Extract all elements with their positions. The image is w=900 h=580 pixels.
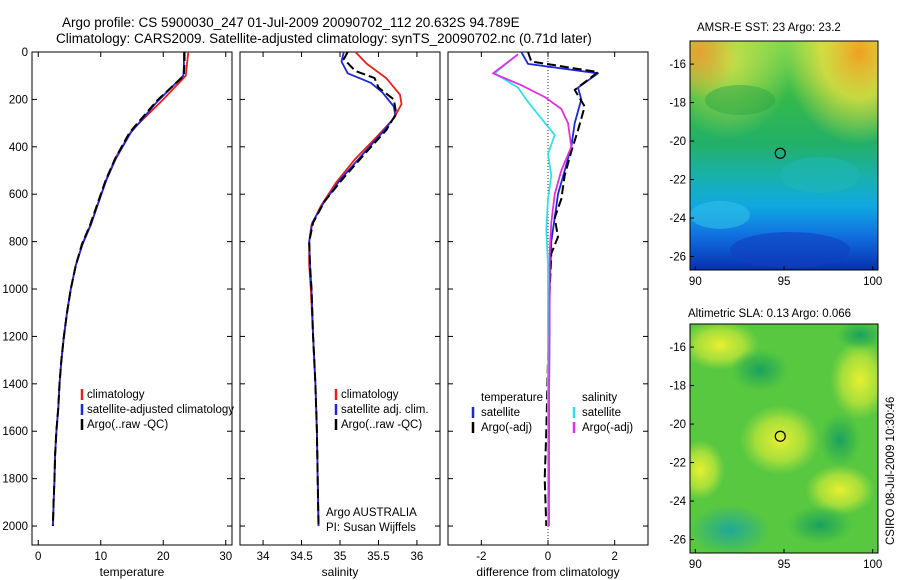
x-tick-label: 2 — [611, 551, 617, 563]
sla-low-patch — [730, 348, 790, 392]
difference-series-1 — [527, 51, 599, 527]
temperature-series-0 — [52, 51, 190, 527]
sla-map: Altimetric SLA: 0.13 Argo: 0.066 90 95 100… — [669, 308, 882, 571]
sst-patch — [730, 232, 850, 268]
salinity-series-0 — [308, 51, 403, 527]
temperature-x-axis-label: temperature — [100, 565, 165, 579]
figure-title-line2: Climatology: CARS2009. Satellite-adjuste… — [56, 31, 592, 46]
map-x-tick-label: 90 — [689, 559, 702, 571]
temperature-series-2 — [51, 52, 186, 527]
difference-panel: -2 0 2 difference from climatology temperatu… — [447, 51, 649, 579]
argo-annotation: PI: Susan Wijffels — [326, 522, 416, 534]
salinity-series-2 — [308, 51, 398, 527]
map-y-tick-label: -24 — [669, 496, 686, 508]
map-y-tick-label: -16 — [669, 59, 686, 71]
credit-text: CSIRO 08-Jul-2009 10:30:46 — [885, 397, 897, 545]
map-x-tick-label: 95 — [778, 276, 791, 288]
legend-header-salinity: salinity — [582, 392, 617, 404]
difference-series-0 — [520, 51, 599, 527]
map-y-tick-label: -16 — [669, 342, 686, 354]
y-tick-label: 1800 — [2, 474, 28, 486]
sst-patch — [780, 157, 860, 193]
salinity-series-1 — [308, 51, 397, 527]
temperature-series-1 — [52, 52, 185, 527]
legend-label: satellite — [481, 407, 520, 419]
y-tick-label: 200 — [9, 94, 28, 106]
legend-header-temperature: temperature — [481, 392, 543, 404]
legend-label: satellite — [582, 407, 621, 419]
difference-series-2 — [493, 56, 556, 526]
y-tick-label: 2000 — [2, 521, 28, 533]
profile-location-marker — [774, 147, 786, 159]
map-y-tick-label: -22 — [669, 458, 686, 470]
argo-annotation: Argo AUSTRALIA — [326, 507, 417, 519]
difference-series-3 — [492, 53, 573, 526]
map-y-tick-label: -18 — [669, 381, 686, 393]
legend-label: Argo(-adj) — [481, 422, 532, 434]
legend-label: climatology — [341, 389, 399, 401]
y-tick-label: 1000 — [2, 284, 28, 296]
difference-x-axis-label: difference from climatology — [476, 565, 619, 579]
legend-label: Argo(-adj) — [582, 422, 633, 434]
x-tick-label: 10 — [94, 551, 107, 563]
legend-label: Argo(..raw -QC) — [341, 419, 422, 431]
sst-hot-left-region — [690, 41, 878, 270]
salinity-panel: 34 34.5 35 35.5 36 salinity climatology satelli… — [239, 51, 441, 579]
salinity-axes-frame — [239, 51, 441, 546]
map-x-tick-label: 95 — [778, 559, 791, 571]
x-tick-label: 34 — [257, 551, 270, 563]
sla-low-patch — [690, 505, 770, 553]
legend-label: climatology — [87, 389, 145, 401]
map-y-tick-label: -26 — [669, 535, 686, 547]
sla-map-title: Altimetric SLA: 0.13 Argo: 0.066 — [688, 308, 851, 320]
sst-patch — [690, 201, 750, 229]
x-tick-label: 35 — [334, 551, 347, 563]
map-x-tick-label: 90 — [689, 276, 702, 288]
y-tick-label: 0 — [22, 47, 28, 59]
sla-low-patch — [818, 412, 862, 468]
map-y-tick-label: -24 — [669, 213, 686, 225]
sla-high-patch — [830, 340, 878, 420]
sla-high-patch — [740, 405, 820, 475]
salinity-x-axis-label: salinity — [322, 565, 359, 579]
x-tick-label: -2 — [476, 551, 486, 563]
sst-map-title: AMSR-E SST: 23 Argo: 23.2 — [697, 22, 841, 34]
legend-label: Argo(..raw -QC) — [87, 419, 168, 431]
y-tick-label: 1200 — [2, 331, 28, 343]
sst-patch — [705, 85, 775, 115]
x-tick-label: 34.5 — [290, 551, 312, 563]
map-x-tick-label: 100 — [863, 559, 882, 571]
map-y-tick-label: -26 — [669, 252, 686, 264]
sst-map: AMSR-E SST: 23 Argo: 23.2 90 95 100 -16 -18 -… — [669, 22, 882, 288]
map-y-tick-label: -20 — [669, 136, 686, 148]
map-y-tick-label: -18 — [669, 98, 686, 110]
y-tick-label: 400 — [9, 142, 28, 154]
x-tick-label: 36 — [411, 551, 424, 563]
legend-label: satellite adj. clim. — [341, 404, 429, 416]
map-x-tick-label: 100 — [863, 276, 882, 288]
x-tick-label: 0 — [35, 551, 41, 563]
x-tick-label: 0 — [545, 551, 551, 563]
x-tick-label: 30 — [219, 551, 232, 563]
figure-title-line1: Argo profile: CS 5900030_247 01-Jul-2009… — [62, 15, 520, 30]
sla-low-patch — [785, 505, 855, 545]
x-tick-label: 35.5 — [367, 551, 389, 563]
legend-label: satellite-adjusted climatology — [87, 404, 234, 416]
y-tick-label: 800 — [9, 237, 28, 249]
map-y-tick-label: -22 — [669, 175, 686, 187]
x-tick-label: 20 — [157, 551, 170, 563]
y-tick-label: 1600 — [2, 426, 28, 438]
y-tick-label: 600 — [9, 189, 28, 201]
y-tick-label: 1400 — [2, 379, 28, 391]
sla-low-patch — [835, 324, 878, 350]
sla-high-patch — [805, 465, 875, 515]
profile-location-marker — [774, 430, 786, 442]
temperature-panel: 0 10 20 30 0 200 400 600 800 1000 1200 1400 1600 1800… — [2, 47, 234, 579]
map-y-tick-label: -20 — [669, 419, 686, 431]
temperature-axes-frame — [31, 51, 233, 546]
sla-high-patch — [690, 440, 725, 500]
